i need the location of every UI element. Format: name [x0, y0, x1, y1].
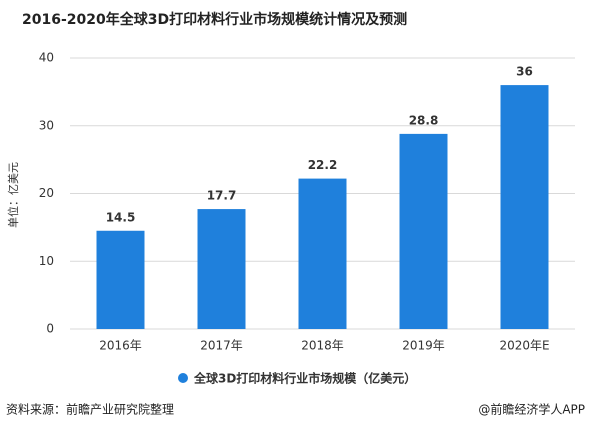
data-label: 14.5 [106, 210, 136, 224]
x-tick-label: 2018年 [301, 339, 344, 353]
x-tick-label: 2020年E [499, 339, 549, 353]
chart-title: 2016-2020年全球3D打印材料行业市场规模统计情况及预测 [22, 11, 407, 28]
y-axis-label: 单位：亿美元 [6, 162, 20, 228]
bar [197, 209, 246, 329]
bar [96, 230, 145, 329]
data-label: 28.8 [409, 113, 439, 127]
bar [298, 178, 347, 329]
source: 资料来源：前瞻产业研究院整理 [6, 402, 174, 417]
y-tick-label: 0 [46, 322, 54, 336]
bar [500, 85, 549, 329]
x-tick-label: 2017年 [200, 339, 243, 353]
y-tick-label: 10 [39, 254, 54, 268]
legend-label: 全球3D打印材料行业市场规模（亿美元） [193, 371, 416, 386]
credit: @前瞻经济学人APP [478, 402, 585, 417]
data-label: 36 [516, 65, 533, 79]
x-tick-label: 2016年 [99, 339, 142, 353]
x-tick-label: 2019年 [402, 339, 445, 353]
y-tick-label: 20 [39, 186, 54, 200]
y-tick-label: 30 [39, 118, 54, 132]
data-label: 22.2 [308, 158, 338, 172]
legend-marker [178, 373, 188, 383]
bar [399, 133, 448, 329]
y-tick-label: 40 [39, 51, 54, 65]
data-label: 17.7 [207, 189, 237, 203]
